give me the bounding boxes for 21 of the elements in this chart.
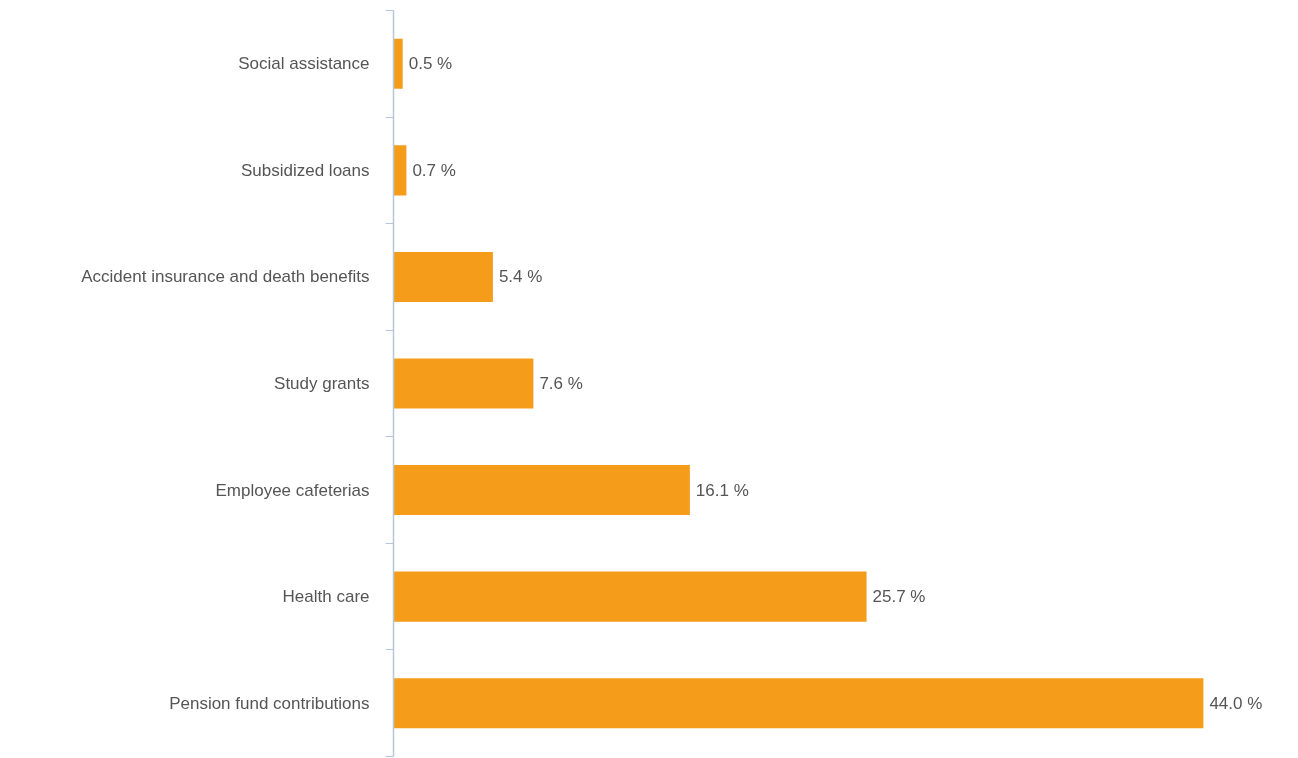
data-label: 16.1 % <box>695 480 749 500</box>
y-tick-label: Employee cafeterias <box>215 480 370 500</box>
bar <box>393 465 690 516</box>
y-tick-label: Accident insurance and death benefits <box>81 267 370 287</box>
y-tick-label: Study grants <box>274 374 370 393</box>
y-tick-label: Subsidized loans <box>240 160 370 180</box>
data-label: 0.5 % <box>408 54 453 74</box>
y-tick-label: Pension fund contributions <box>169 693 370 713</box>
data-label: 0.7 % <box>412 160 456 180</box>
data-label: 7.6 % <box>539 374 583 393</box>
y-tick-label: Health care <box>282 587 370 607</box>
bar <box>393 251 493 302</box>
bar <box>393 145 407 196</box>
bar <box>393 678 1204 729</box>
bar <box>393 358 534 409</box>
y-tick-label: Social assistance <box>238 54 370 74</box>
data-label: 25.7 % <box>872 587 926 607</box>
data-label: 5.4 % <box>498 267 543 287</box>
bar <box>393 571 867 622</box>
data-label: 44.0 % <box>1209 693 1263 713</box>
bar <box>393 38 403 89</box>
